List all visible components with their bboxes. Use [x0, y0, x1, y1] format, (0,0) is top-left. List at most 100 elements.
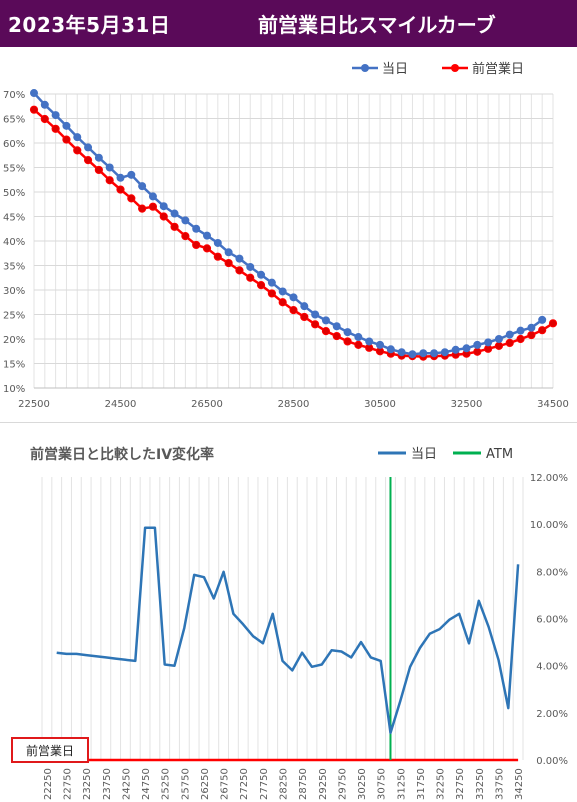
data-point-today: [235, 254, 244, 263]
data-point-previous: [246, 273, 255, 282]
data-point-previous: [73, 146, 82, 155]
x-tick-label: 32750: [455, 768, 466, 800]
smile-curve-svg: 10% 15% 20% 25% 30% 35% 40% 45% 50% 55% 60% 65% 70% 2…: [3, 61, 569, 410]
data-point-today: [84, 143, 93, 152]
data-point-previous: [170, 222, 179, 231]
data-point-today: [321, 316, 330, 325]
report-date: 2023年5月31日: [8, 13, 171, 37]
data-point-previous: [267, 289, 276, 298]
x-tick-label: 32500: [451, 399, 483, 410]
data-point-previous: [354, 340, 363, 349]
data-point-today: [181, 216, 190, 225]
data-point-today: [516, 326, 525, 335]
data-point-today: [116, 173, 125, 182]
data-point-today: [192, 224, 201, 233]
x-tick-label: 22250: [43, 768, 54, 800]
y-tick-label: 55%: [3, 164, 25, 175]
x-tick-label: 26750: [220, 768, 231, 800]
x-tick-label: 29250: [318, 768, 329, 800]
series-line-today: [56, 526, 520, 735]
x-tick-label: 28500: [278, 399, 310, 410]
data-point-today: [257, 270, 266, 279]
x-tick-label: 29750: [337, 768, 348, 800]
data-point-today: [278, 287, 287, 296]
data-point-previous: [311, 320, 320, 329]
data-point-today: [397, 348, 406, 357]
legend-label: ATM: [486, 447, 513, 462]
x-tick-label: 30250: [357, 768, 368, 800]
y-tick-label: 8.00%: [536, 567, 568, 578]
data-point-today: [527, 323, 536, 332]
x-tick-label: 34250: [514, 768, 525, 800]
data-point-today: [332, 322, 341, 331]
x-tick-label: 30750: [377, 768, 388, 800]
chart-title: 前営業日と比較したIV変化率: [30, 446, 214, 463]
iv-change-svg: 前営業日と比較したIV変化率 0.00% 2.00% 4.00% 6.00% 8.00% 1…: [30, 446, 568, 800]
data-point-today: [386, 345, 395, 354]
data-point-previous: [213, 252, 222, 261]
data-point-previous: [181, 232, 190, 241]
data-point-previous: [29, 105, 39, 114]
data-point-today: [538, 315, 547, 324]
data-point-today: [105, 163, 114, 172]
x-tick-label: 30500: [364, 399, 396, 410]
previous-day-label: 前営業日: [11, 737, 89, 763]
y-tick-label: 25%: [3, 311, 25, 322]
data-point-previous: [278, 298, 287, 307]
y-tick-label: 70%: [3, 90, 25, 101]
data-point-today: [213, 238, 222, 247]
data-point-previous: [202, 244, 212, 253]
data-point-previous: [527, 330, 536, 340]
x-tick-label: 22750: [63, 768, 74, 800]
data-point-today: [462, 344, 471, 353]
y-tick-label: 30%: [3, 286, 25, 297]
x-tick-label: 22500: [18, 399, 50, 410]
data-point-today: [365, 337, 374, 346]
data-point-previous: [473, 347, 482, 356]
y-tick-label: 50%: [3, 188, 25, 199]
data-point-previous: [159, 212, 168, 221]
data-point-today: [30, 89, 38, 98]
iv-change-chart: 前営業日と比較したIV変化率 0.00% 2.00% 4.00% 6.00% 8.00% 1…: [0, 423, 577, 802]
data-point-today: [451, 345, 460, 354]
smile-curve-chart: 10% 15% 20% 25% 30% 35% 40% 45% 50% 55% 60% 65% 70% 2…: [0, 47, 577, 423]
data-point-today: [73, 133, 82, 142]
y-tick-label: 65%: [3, 115, 25, 126]
y-tick-label: 20%: [3, 335, 25, 346]
x-tick-label: 33250: [475, 768, 486, 800]
x-tick-label: 27750: [259, 768, 270, 800]
y-tick-label: 10.00%: [530, 520, 568, 531]
data-point-previous: [116, 185, 125, 194]
x-tick-label: 24250: [121, 768, 132, 800]
data-point-today: [300, 302, 309, 311]
x-tick-label: 28250: [279, 768, 290, 800]
x-tick-label: 26250: [200, 768, 211, 800]
data-point-today: [51, 111, 60, 120]
y-tick-label: 6.00%: [536, 615, 568, 626]
data-point-today: [419, 349, 428, 358]
data-point-previous: [127, 194, 136, 203]
y-tick-label: 2.00%: [536, 709, 568, 720]
x-tick-label: 31750: [416, 768, 427, 800]
legend-label: 当日: [382, 62, 408, 77]
data-point-today: [440, 348, 449, 357]
x-tick-label: 26500: [191, 399, 223, 410]
x-tick-label: 31250: [396, 768, 407, 800]
data-point-today: [505, 330, 514, 339]
x-tick-label: 34500: [537, 399, 569, 410]
y-tick-label: 15%: [3, 360, 25, 371]
y-tick-label: 4.00%: [536, 662, 568, 673]
data-point-previous: [494, 341, 504, 350]
data-point-previous: [148, 202, 158, 211]
data-point-previous: [40, 114, 49, 124]
data-point-previous: [343, 337, 352, 346]
data-point-today: [494, 335, 503, 343]
x-tick-label: 24750: [141, 768, 152, 800]
header-bar: 2023年5月31日 前営業日比スマイルカーブ: [0, 0, 577, 47]
data-point-previous: [138, 204, 147, 213]
data-point-today: [224, 248, 233, 257]
legend-marker: [361, 64, 369, 72]
legend-label: 前営業日: [472, 61, 524, 77]
y-tick-label: 12.00%: [530, 473, 568, 484]
series-line-today: [33, 92, 543, 356]
